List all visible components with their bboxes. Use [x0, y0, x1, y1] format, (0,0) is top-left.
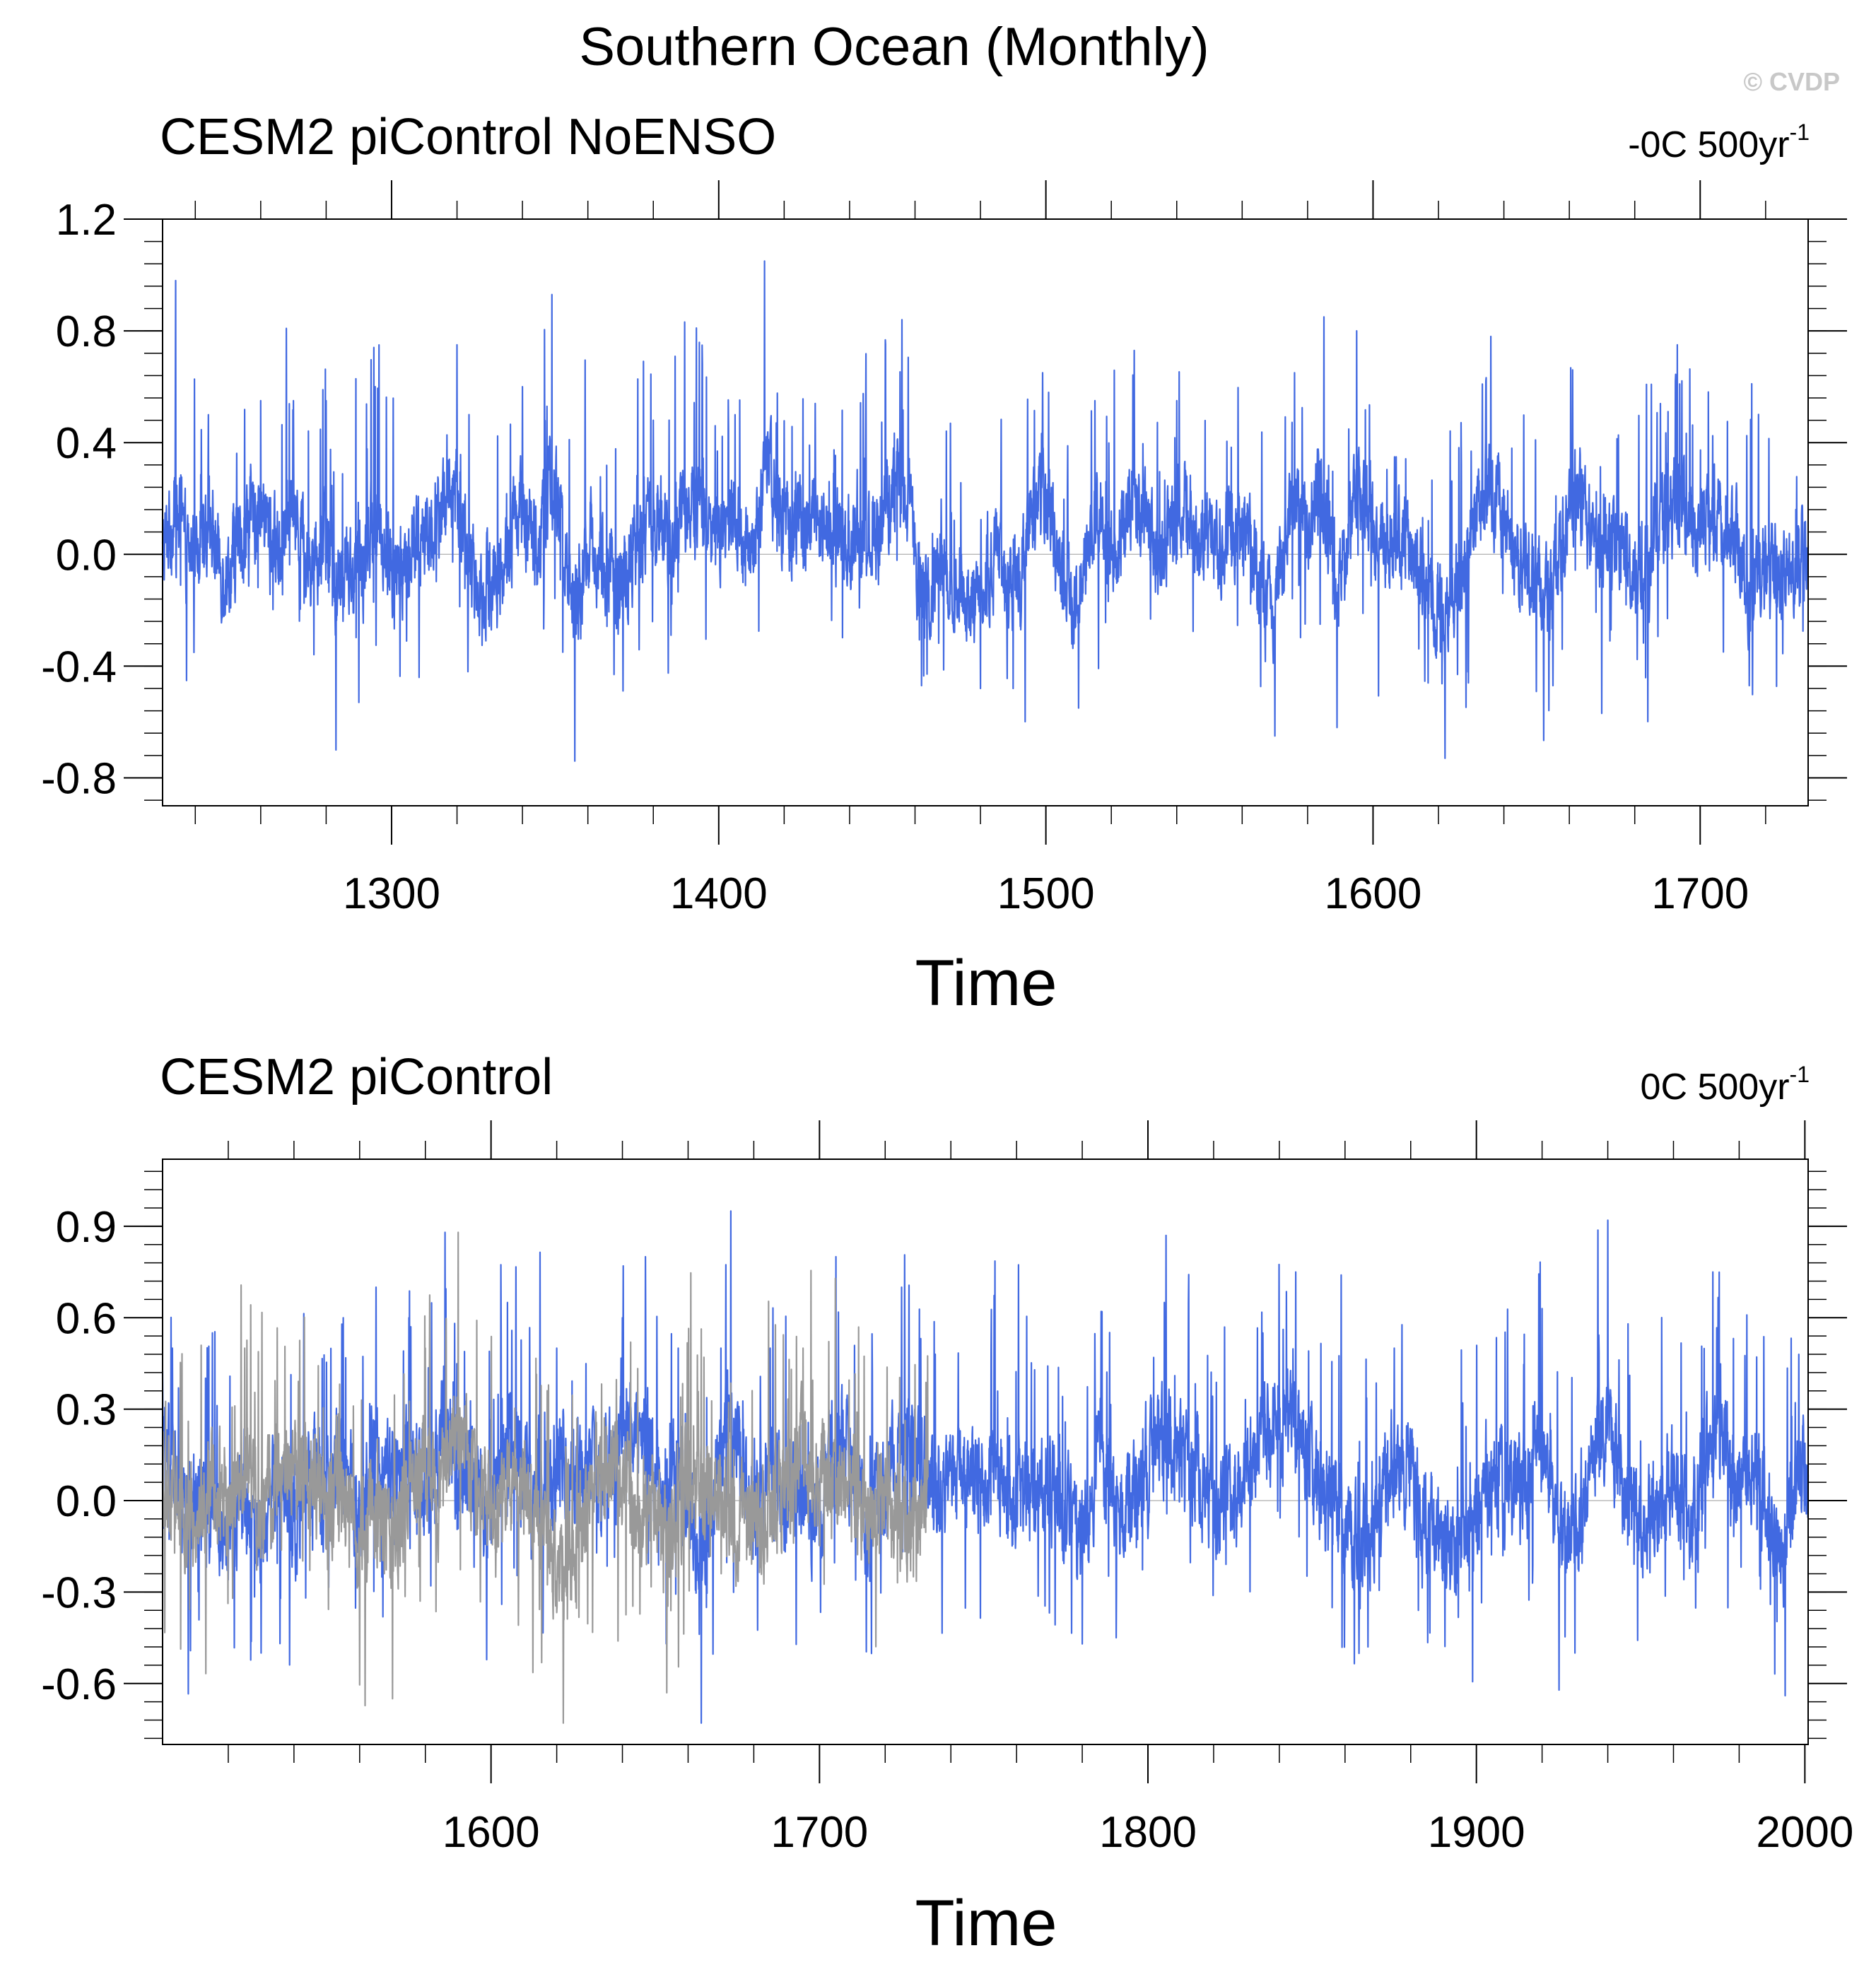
y-tick-label: 0.4	[56, 419, 117, 468]
y-tick-label: -0.8	[41, 754, 117, 803]
x-tick-label: 1700	[770, 1808, 868, 1857]
panel-title: CESM2 piControl NoENSO	[160, 109, 776, 165]
x-axis-title: Time	[915, 947, 1057, 1019]
x-tick-label: 1800	[1099, 1808, 1197, 1857]
y-tick-label: -0.3	[41, 1568, 117, 1617]
series-line-cesm2-picontrol-noenso	[161, 260, 1810, 762]
x-tick-label: 1500	[997, 869, 1095, 918]
panel-title: CESM2 piControl	[160, 1049, 553, 1105]
watermark: © CVDP	[1743, 67, 1840, 96]
x-axis-title: Time	[915, 1887, 1057, 1959]
x-tick-label: 1900	[1428, 1808, 1525, 1857]
x-tick-label: 1300	[343, 869, 440, 918]
panel-noenso: CESM2 piControl NoENSO -0C 500yr-1 -0.8-…	[41, 109, 1847, 1019]
plot-area: -0.6 -0.3 0.0 0.3 0.6 0.9 1600 1700 1800 1900 2000	[41, 1120, 1853, 1857]
figure-title: Southern Ocean (Monthly)	[579, 17, 1209, 77]
trend-value: -0C 500yr	[1628, 124, 1789, 165]
y-tick-label: 0.6	[56, 1294, 117, 1343]
plot-frame	[162, 1158, 1809, 1745]
x-tick-label: 1600	[442, 1808, 540, 1857]
y-tick-label: 0.0	[56, 1477, 117, 1526]
trend-exponent: -1	[1790, 119, 1810, 145]
series-line-cesm2-picontrol-noenso	[161, 1231, 929, 1724]
series-line-cesm2-picontrol	[161, 1210, 1810, 1724]
y-tick-label: -0.6	[41, 1660, 117, 1709]
y-tick-label: -0.4	[41, 643, 117, 691]
x-tick-label: 2000	[1756, 1808, 1853, 1857]
y-tick-label: 0.9	[56, 1203, 117, 1252]
trend-label: 0C 500yr-1	[1641, 1062, 1810, 1108]
panel-picontrol: CESM2 piControl 0C 500yr-1 -0.6 -0.3 0.0 0.…	[41, 1049, 1853, 1959]
plot-area: -0.8 -0.4 0.0 0.4 0.8 1.2 1300 1400 1500 1600 1700	[41, 180, 1847, 918]
trend-value: 0C 500yr	[1641, 1067, 1790, 1108]
plot-frame	[162, 218, 1809, 806]
y-tick-label: 1.2	[56, 196, 117, 245]
x-tick-label: 1700	[1651, 869, 1749, 918]
x-tick-label: 1600	[1324, 869, 1421, 918]
y-tick-label: 0.0	[56, 531, 117, 580]
trend-label: -0C 500yr-1	[1628, 119, 1810, 165]
x-tick-label: 1400	[670, 869, 768, 918]
y-tick-label: 0.8	[56, 307, 117, 356]
trend-exponent: -1	[1790, 1062, 1810, 1087]
y-tick-label: 0.3	[56, 1386, 117, 1435]
